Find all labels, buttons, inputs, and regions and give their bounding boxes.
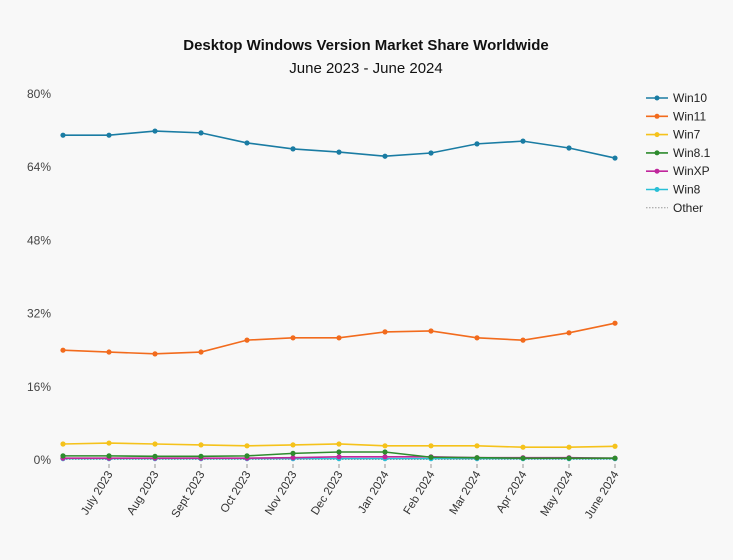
- x-tick-label: Nov 2023: [263, 469, 299, 517]
- data-point-win10: [106, 132, 112, 138]
- data-point-win10: [612, 155, 618, 161]
- x-tick-label: June 2024: [583, 469, 622, 521]
- data-point-win11: [428, 328, 434, 334]
- legend-marker: [654, 95, 660, 101]
- x-tick-label: Mar 2024: [448, 469, 484, 517]
- x-tick-label: Oct 2023: [219, 469, 254, 515]
- y-tick-label: 48%: [27, 233, 51, 247]
- y-tick-label: 0%: [34, 453, 52, 467]
- data-point-win11: [198, 349, 204, 355]
- x-axis: July 2023 Aug 2023 Sept 2023 Oct 2023 Nov 20…: [79, 464, 622, 521]
- data-point-win11: [290, 335, 296, 341]
- data-point-win81: [612, 455, 618, 461]
- x-tick-label: July 2023: [79, 469, 115, 517]
- legend-marker: [654, 150, 660, 156]
- data-point-win7: [244, 443, 250, 449]
- data-point-win10: [566, 145, 572, 151]
- data-point-win10: [152, 128, 158, 134]
- data-point-win11: [336, 335, 342, 341]
- legend-label: Win8.1: [673, 146, 711, 160]
- data-point-win7: [566, 444, 572, 450]
- y-tick-label: 16%: [27, 380, 51, 394]
- data-point-win10: [428, 150, 434, 156]
- data-point-win7: [612, 443, 618, 449]
- data-point-win11: [520, 337, 526, 343]
- data-point-win10: [60, 132, 66, 138]
- legend-label: Win10: [673, 91, 707, 105]
- y-tick-label: 32%: [27, 307, 51, 321]
- legend-marker: [654, 168, 660, 174]
- legend-label: Win11: [673, 109, 706, 123]
- data-point-win11: [566, 330, 572, 336]
- x-tick-label: Sept 2023: [170, 469, 208, 520]
- data-point-win81: [244, 453, 250, 459]
- data-point-win7: [198, 442, 204, 448]
- x-tick-label: Aug 2023: [125, 469, 161, 517]
- data-point-win81: [152, 453, 158, 459]
- data-point-win81: [520, 455, 526, 461]
- data-point-win10: [474, 141, 480, 147]
- legend-label: WinXP: [673, 164, 710, 178]
- x-tick-label: Feb 2024: [402, 469, 438, 517]
- data-point-win81: [336, 449, 342, 455]
- legend-marker: [654, 132, 660, 138]
- data-point-winxp: [382, 454, 388, 460]
- data-point-win7: [428, 443, 434, 449]
- data-point-win7: [152, 441, 158, 447]
- y-axis: 0% 16% 32% 48% 64% 80%: [27, 87, 51, 467]
- data-point-win7: [106, 440, 112, 446]
- legend-label: Win8: [673, 183, 701, 197]
- data-point-win7: [290, 442, 296, 448]
- legend-marker: [654, 187, 660, 192]
- data-point-win81: [106, 453, 112, 459]
- x-tick-label: Dec 2023: [309, 469, 345, 517]
- data-point-win10: [336, 149, 342, 155]
- data-point-win10: [198, 130, 204, 136]
- y-tick-label: 64%: [27, 160, 51, 174]
- x-tick-label: Jan 2024: [356, 469, 392, 516]
- data-point-win81: [290, 450, 296, 456]
- data-point-win10: [244, 140, 250, 146]
- y-tick-label: 80%: [27, 87, 51, 101]
- data-point-win7: [520, 444, 526, 450]
- data-point-win11: [382, 329, 388, 335]
- data-point-win11: [474, 335, 480, 341]
- data-point-win81: [382, 449, 388, 455]
- data-point-win7: [474, 443, 480, 449]
- data-point-win7: [336, 441, 342, 447]
- data-point-winxp: [336, 454, 342, 460]
- chart-title: Desktop Windows Version Market Share Wor…: [183, 37, 549, 54]
- legend: Win10 Win11 Win7 Win8.1 WinXP Win8 Other: [646, 91, 711, 215]
- data-point-win81: [198, 453, 204, 459]
- data-point-win11: [612, 320, 618, 326]
- chart-subtitle: June 2023 - June 2024: [289, 60, 442, 77]
- data-point-win10: [382, 153, 388, 159]
- data-point-win81: [566, 455, 572, 461]
- x-tick-label: May 2024: [539, 469, 576, 519]
- legend-label: Win7: [673, 128, 701, 142]
- data-point-win11: [244, 337, 250, 343]
- data-point-win11: [152, 351, 158, 357]
- data-point-win10: [290, 146, 296, 152]
- x-tick-label: Apr 2024: [495, 469, 530, 515]
- plot-area: [60, 128, 618, 462]
- data-point-win81: [474, 455, 480, 461]
- data-point-win11: [60, 347, 66, 353]
- data-point-win10: [520, 138, 526, 144]
- data-point-winxp: [290, 455, 296, 461]
- legend-marker: [654, 113, 660, 119]
- data-point-win7: [60, 441, 66, 447]
- data-point-win81: [60, 453, 66, 459]
- data-point-win81: [428, 454, 434, 460]
- data-point-win7: [382, 443, 388, 449]
- legend-label: Other: [673, 201, 703, 215]
- data-point-win11: [106, 349, 112, 355]
